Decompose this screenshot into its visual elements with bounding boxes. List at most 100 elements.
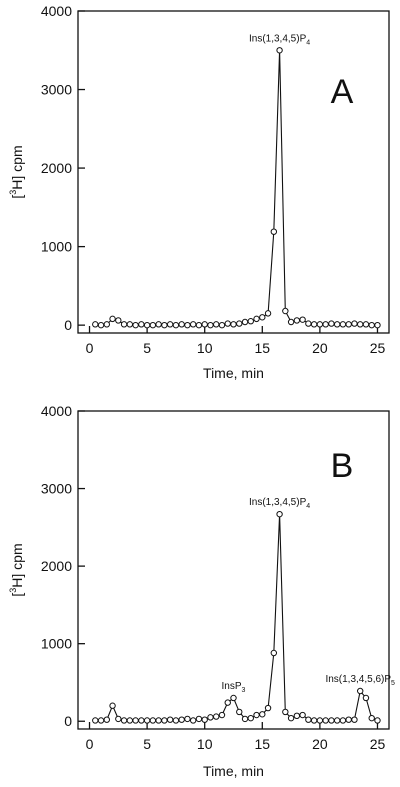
data-point xyxy=(322,321,329,328)
data-point xyxy=(374,321,381,329)
data-point xyxy=(172,717,180,724)
data-point xyxy=(293,317,301,324)
peak-label-subscript: 4 xyxy=(306,503,310,510)
data-point xyxy=(316,717,324,724)
y-axis-label-part: H] cpm xyxy=(9,145,25,189)
y-tick-label: 4000 xyxy=(41,403,72,419)
data-point xyxy=(253,315,260,323)
y-tick-label: 0 xyxy=(64,317,72,333)
data-point xyxy=(126,717,134,724)
data-point xyxy=(224,320,231,327)
peak-label-main: InsP xyxy=(222,681,242,692)
panel-a: 0 1000 2000 3000 4000 0 5 10 15 20 25 Time, min [3H]… xyxy=(8,3,390,381)
x-tick-label: 5 xyxy=(143,736,151,752)
data-point xyxy=(310,321,318,328)
data-point xyxy=(109,702,116,709)
data-point xyxy=(264,704,272,712)
data-point xyxy=(357,687,364,695)
data-point xyxy=(138,321,145,328)
data-point xyxy=(213,713,220,720)
data-point xyxy=(368,321,375,329)
x-tick-label: 10 xyxy=(197,340,213,356)
data-point xyxy=(132,321,139,329)
data-point xyxy=(201,716,208,723)
data-point xyxy=(115,317,122,324)
data-point xyxy=(299,316,306,323)
data-point xyxy=(97,321,105,329)
y-axis-label-part: H] cpm xyxy=(9,543,25,587)
data-point xyxy=(276,510,283,518)
data-point xyxy=(218,321,226,329)
data-point xyxy=(276,47,283,54)
data-point xyxy=(207,714,214,721)
data-point xyxy=(132,717,139,724)
data-point xyxy=(149,717,157,724)
data-point xyxy=(138,717,145,724)
data-point xyxy=(270,649,278,657)
x-tick-label: 0 xyxy=(86,736,94,752)
data-point xyxy=(103,716,110,723)
data-point xyxy=(109,315,116,323)
peak-label-main: Ins(1,3,4,5)P xyxy=(249,497,307,508)
data-point xyxy=(282,708,289,716)
data-point xyxy=(161,717,168,724)
data-point xyxy=(368,714,375,722)
data-point xyxy=(282,307,289,315)
x-tick-label: 15 xyxy=(255,736,271,752)
data-point xyxy=(161,321,168,329)
data-point xyxy=(224,699,231,706)
data-point xyxy=(345,321,352,328)
data-point xyxy=(120,717,128,724)
peak-label: InsP3 xyxy=(222,681,246,694)
data-point xyxy=(218,711,226,719)
data-point xyxy=(305,716,312,723)
data-point xyxy=(149,321,157,329)
x-tick-label: 20 xyxy=(312,736,328,752)
data-point xyxy=(259,711,266,718)
data-point xyxy=(172,321,180,329)
data-point xyxy=(333,717,341,724)
data-point xyxy=(126,321,134,328)
data-point xyxy=(207,321,214,329)
data-point xyxy=(184,715,191,723)
data-point xyxy=(351,716,358,723)
y-axis-label: [3H] cpm xyxy=(8,145,25,198)
data-point xyxy=(310,717,318,724)
y-tick-label: 3000 xyxy=(41,481,72,497)
y-axis-label-superscript: 3 xyxy=(8,190,18,195)
data-point xyxy=(143,321,151,329)
peak-label-subscript: 3 xyxy=(242,687,246,694)
data-point xyxy=(305,320,312,327)
data-point xyxy=(253,711,260,719)
data-point xyxy=(259,314,266,321)
y-axis-label-superscript: 3 xyxy=(8,588,18,593)
y-axis-label-part: [ xyxy=(9,593,25,597)
data-point xyxy=(236,320,243,327)
data-point xyxy=(92,321,99,328)
x-tick-label: 10 xyxy=(197,736,213,752)
data-point xyxy=(189,321,197,328)
data-point xyxy=(339,321,347,328)
peak-label-subscript: 5 xyxy=(391,680,395,687)
data-point xyxy=(345,716,352,723)
data-point xyxy=(115,715,122,723)
data-point xyxy=(166,716,174,723)
peak-label: Ins(1,3,4,5,6)P5 xyxy=(325,674,395,687)
data-point xyxy=(230,694,237,702)
y-axis-label: [3H] cpm xyxy=(8,543,25,596)
data-point xyxy=(201,321,208,328)
data-point xyxy=(374,717,381,724)
x-tick-label: 20 xyxy=(312,340,328,356)
y-tick-label: 1000 xyxy=(41,636,72,652)
data-point xyxy=(287,714,295,722)
data-point xyxy=(333,321,341,328)
x-tick-label: 25 xyxy=(370,736,386,752)
data-point xyxy=(357,321,364,328)
plot-frame xyxy=(77,410,390,730)
data-point xyxy=(97,717,105,724)
data-point xyxy=(316,321,324,328)
data-point xyxy=(120,321,128,328)
data-point xyxy=(270,228,278,235)
